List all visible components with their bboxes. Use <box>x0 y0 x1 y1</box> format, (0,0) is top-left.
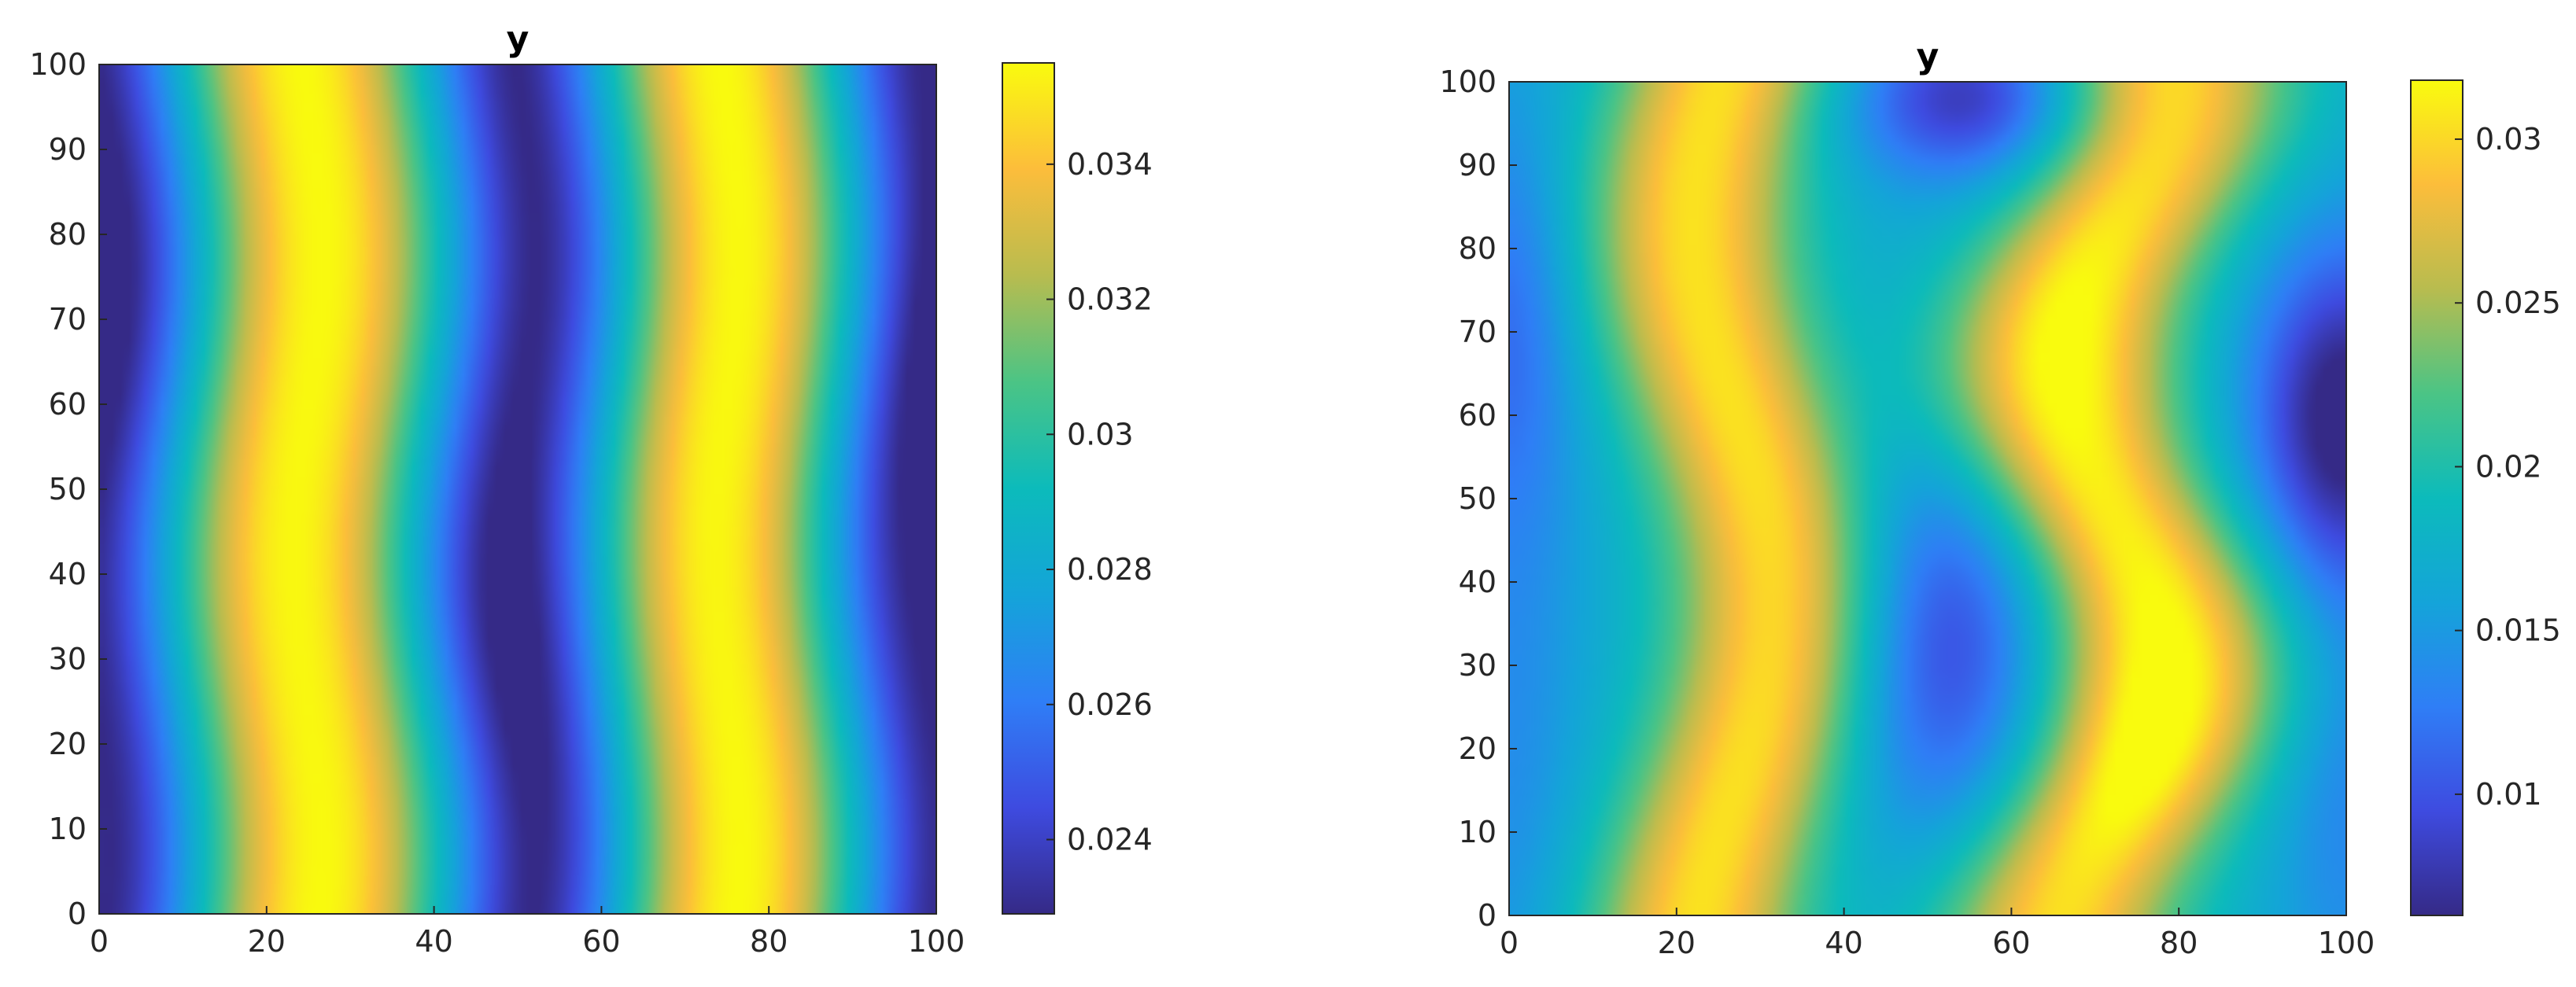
colorbar-tick-label: 0.026 <box>1067 687 1153 722</box>
x-tick-label: 80 <box>750 924 788 959</box>
y-tick-label: 20 <box>49 727 87 761</box>
y-tick-label: 0 <box>68 897 87 931</box>
x-tick-label: 40 <box>415 924 452 959</box>
y-tick-label: 100 <box>29 47 87 82</box>
colorbar-tick-label: 0.028 <box>1067 552 1153 587</box>
y-tick-label: 50 <box>49 472 87 506</box>
right-y-axis-ticks: 0 10 20 30 40 50 60 70 80 90 100 <box>1439 64 1517 933</box>
y-tick-label: 90 <box>49 132 87 167</box>
x-tick-label: 40 <box>1825 926 1862 960</box>
colorbar-tick-label: 0.025 <box>2475 285 2561 320</box>
colorbar-tick-label: 0.02 <box>2475 449 2542 484</box>
x-tick-label: 0 <box>1500 926 1519 960</box>
x-tick-label: 80 <box>2160 926 2198 960</box>
x-tick-label: 20 <box>1658 926 1696 960</box>
y-tick-label: 80 <box>49 217 87 252</box>
y-tick-label: 10 <box>1459 815 1497 849</box>
x-tick-label: 100 <box>908 924 965 959</box>
right-heatmap-image <box>1509 82 2346 915</box>
right-heatmap-panel: y 0 20 40 60 80 100 0 10 20 30 40 50 60 70 80 90 100 0.… <box>1439 36 2560 960</box>
y-tick-label: 0 <box>1478 898 1497 933</box>
x-tick-label: 100 <box>2318 926 2375 960</box>
y-tick-label: 100 <box>1439 64 1497 99</box>
y-tick-label: 40 <box>49 557 87 591</box>
right-colorbar <box>2411 80 2463 915</box>
y-tick-label: 40 <box>1459 565 1497 599</box>
y-tick-label: 90 <box>1459 148 1497 182</box>
left-colorbar-ticks: 0.024 0.026 0.028 0.03 0.032 0.034 <box>1046 147 1153 857</box>
y-tick-label: 10 <box>49 812 87 846</box>
colorbar-tick-label: 0.01 <box>2475 777 2542 812</box>
colorbar-tick-label: 0.034 <box>1067 147 1153 182</box>
colorbar-tick-label: 0.03 <box>1067 417 1134 451</box>
left-y-axis-ticks: 0 10 20 30 40 50 60 70 80 90 100 <box>29 47 107 931</box>
y-tick-label: 50 <box>1459 481 1497 516</box>
y-tick-label: 70 <box>49 302 87 337</box>
right-x-axis-ticks: 0 20 40 60 80 100 <box>1500 908 2375 960</box>
y-tick-label: 30 <box>1459 648 1497 683</box>
y-tick-label: 30 <box>49 642 87 676</box>
y-tick-label: 60 <box>1459 398 1497 433</box>
left-x-axis-ticks: 0 20 40 60 80 100 <box>90 906 965 959</box>
x-tick-label: 0 <box>90 924 109 959</box>
colorbar-tick-label: 0.015 <box>2475 613 2561 648</box>
left-heatmap-image <box>99 64 936 914</box>
x-tick-label: 20 <box>248 924 286 959</box>
colorbar-tick-label: 0.03 <box>2475 122 2542 157</box>
y-tick-label: 70 <box>1459 315 1497 349</box>
right-colorbar-ticks: 0.01 0.015 0.02 0.025 0.03 <box>2455 122 2561 812</box>
x-tick-label: 60 <box>1992 926 2030 960</box>
colorbar-tick-label: 0.032 <box>1067 282 1153 317</box>
y-tick-label: 60 <box>49 387 87 422</box>
left-colorbar-frame <box>1002 62 1055 915</box>
colorbar-tick-label: 0.024 <box>1067 823 1153 857</box>
y-tick-label: 80 <box>1459 231 1497 266</box>
right-colorbar-frame <box>2410 79 2463 916</box>
right-chart-title: y <box>1917 36 1939 76</box>
x-tick-label: 60 <box>582 924 620 959</box>
left-colorbar <box>1002 63 1054 914</box>
left-chart-title: y <box>507 19 530 59</box>
left-heatmap-panel: y 0 20 40 60 80 100 0 10 20 30 40 50 60 70 80 90 100 0.… <box>29 19 1152 959</box>
y-tick-label: 20 <box>1459 731 1497 766</box>
